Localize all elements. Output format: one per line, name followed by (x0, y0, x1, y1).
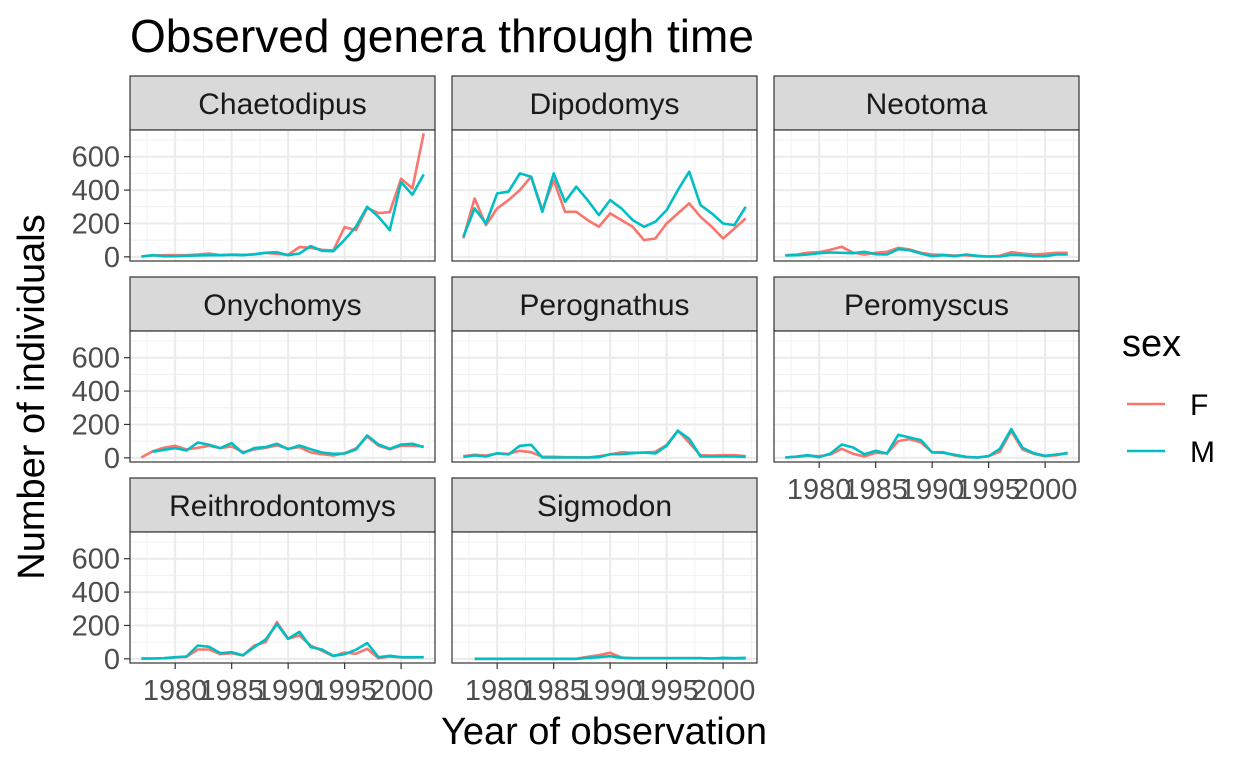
legend: sex FM (1122, 323, 1215, 472)
panel-background (452, 130, 757, 261)
panel-background (774, 331, 1079, 462)
y-tick-label: 200 (72, 409, 120, 441)
facet-strip-label: Dipodomys (529, 88, 679, 121)
x-tick-label: 1990 (578, 675, 643, 707)
panel-border (129, 129, 436, 262)
x-tick-label: 1990 (256, 675, 321, 707)
series-line-M (463, 429, 746, 459)
y-tick-label: 0 (104, 443, 120, 475)
legend-label: F (1190, 389, 1208, 422)
panel-background (130, 331, 435, 462)
x-tick-label: 1980 (143, 675, 208, 707)
y-tick-label: 200 (72, 610, 120, 642)
facet-strip-label: Peromyscus (844, 289, 1009, 322)
facet-strip-label: Neotoma (866, 88, 988, 121)
series-line-M (785, 427, 1068, 459)
x-tick-label: 1995 (634, 675, 699, 707)
facet-panel: Neotoma (773, 75, 1080, 262)
series-line-M (785, 247, 1068, 258)
x-tick-label: 1985 (199, 675, 264, 707)
panel-background (130, 532, 435, 663)
facet-strip (773, 276, 1080, 332)
facet-strip (129, 276, 436, 332)
legend-title: sex (1122, 323, 1181, 365)
panel-border (773, 330, 1080, 463)
facet-strip-label: Chaetodipus (198, 88, 366, 121)
x-tick-label: 1985 (521, 675, 586, 707)
y-tick-label: 600 (72, 343, 120, 375)
x-tick-label: 1985 (843, 474, 908, 506)
facet-strip (451, 276, 758, 332)
panel-background (130, 130, 435, 261)
series-line-M (462, 170, 747, 238)
chart-title: Observed genera through time (130, 10, 754, 62)
facet-panel: Perognathus (451, 276, 758, 463)
y-tick-label: 200 (72, 208, 120, 240)
panel-border (129, 531, 436, 664)
y-tick-label: 400 (72, 376, 120, 408)
x-tick-label: 1980 (465, 675, 530, 707)
x-axis-title: Year of observation (441, 711, 767, 753)
x-tick-label: 2000 (691, 675, 756, 707)
series-line-M (474, 654, 746, 661)
panel-background (452, 331, 757, 462)
facet-strip (451, 477, 758, 533)
y-tick-label: 400 (72, 175, 120, 207)
series-line-M (141, 173, 425, 258)
facet-strip-label: Sigmodon (537, 490, 672, 523)
x-tick-label: 2000 (369, 675, 434, 707)
x-tick-label: 2000 (1013, 474, 1078, 506)
x-tick-label: 1995 (312, 675, 377, 707)
series-line-M (152, 434, 425, 456)
panel-border (773, 129, 1080, 262)
x-tick-label: 1980 (787, 474, 852, 506)
legend-item: M (1122, 430, 1215, 472)
panel-border (451, 129, 758, 262)
panel-background (452, 532, 757, 663)
legend-items: FM (1122, 383, 1215, 472)
y-tick-label: 600 (72, 142, 120, 174)
panel-border (451, 531, 758, 664)
panel-border (129, 330, 436, 463)
panel-border (451, 330, 758, 463)
y-tick-label: 600 (72, 544, 120, 576)
facet-panel: Dipodomys (451, 75, 758, 262)
y-tick-label: 0 (104, 644, 120, 676)
facet-strip (773, 75, 1080, 131)
x-tick-label: 1995 (956, 474, 1021, 506)
series-line-M (141, 622, 424, 660)
facet-strip-label: Reithrodontomys (169, 490, 396, 523)
legend-item: F (1122, 383, 1208, 425)
panel-background (774, 130, 1079, 261)
facet-strip (129, 75, 436, 131)
facet-strip-label: Perognathus (519, 289, 689, 322)
y-tick-label: 400 (72, 577, 120, 609)
series-line-F (462, 175, 747, 242)
legend-label: M (1190, 436, 1215, 469)
facet-strip-label: Onychomys (203, 289, 361, 322)
x-tick-label: 1990 (900, 474, 965, 506)
y-tick-label: 0 (104, 242, 120, 274)
y-axis-title: Number of individuals (11, 214, 53, 579)
